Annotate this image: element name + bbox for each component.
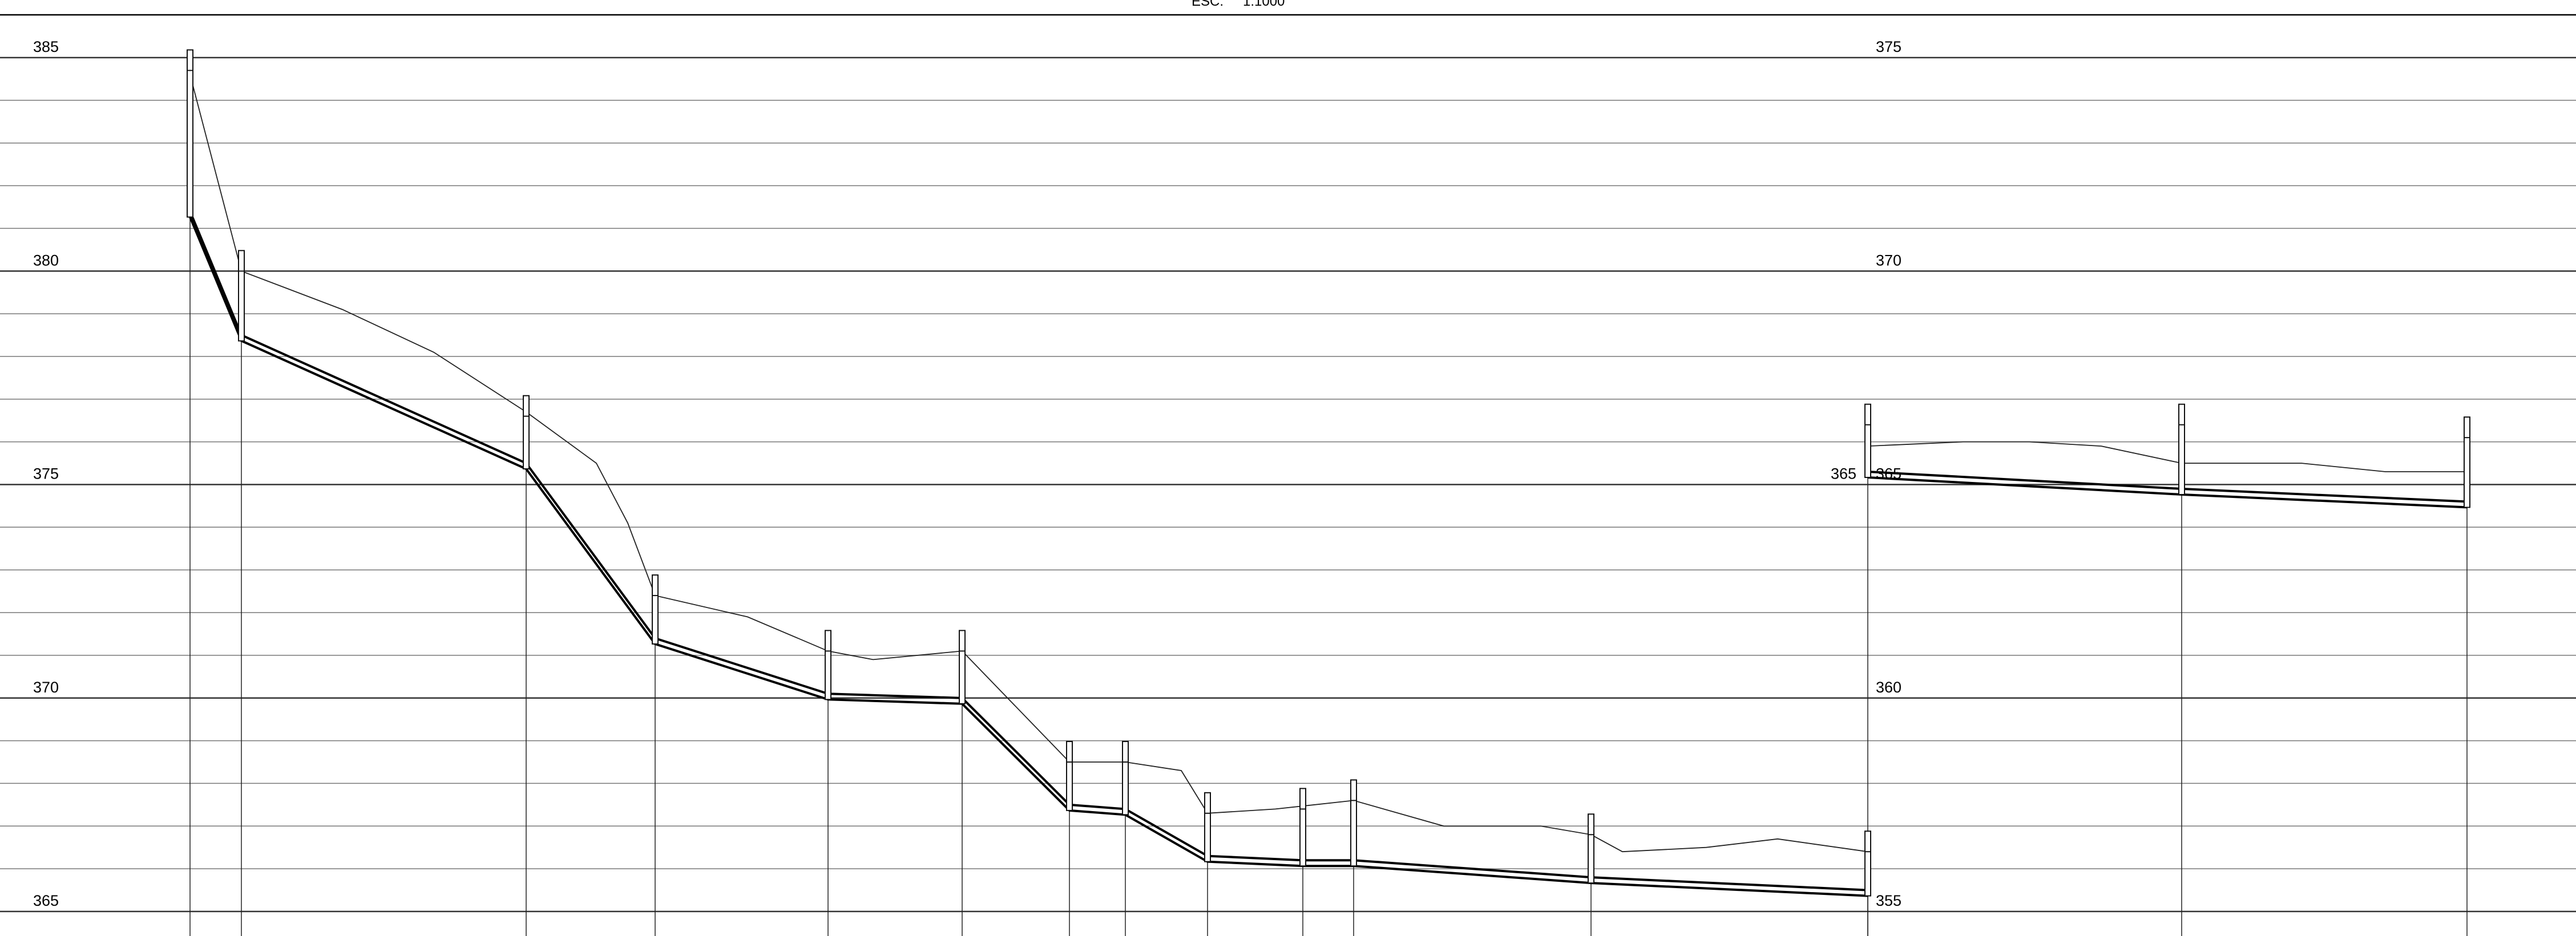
elevation-label-right: 360 bbox=[1876, 679, 1901, 696]
manhole bbox=[187, 49, 193, 218]
scale-label: ESC. bbox=[1192, 0, 1224, 9]
manhole bbox=[2178, 403, 2185, 496]
manhole bbox=[959, 630, 966, 704]
terrain-line-left bbox=[189, 74, 1868, 853]
manhole bbox=[1350, 779, 1357, 867]
pipe-invert-line-left bbox=[189, 216, 1868, 897]
manhole bbox=[1864, 403, 1871, 479]
elevation-label-right: 370 bbox=[1876, 252, 1901, 269]
manhole bbox=[1204, 792, 1211, 862]
pipe-invert-line-right bbox=[1867, 476, 2468, 509]
elevation-label-left: 375 bbox=[33, 465, 59, 483]
manhole bbox=[2464, 416, 2470, 508]
manhole bbox=[1299, 788, 1306, 867]
manhole bbox=[1066, 741, 1073, 811]
elevation-label-left: 380 bbox=[33, 252, 59, 269]
elevation-label-left: 385 bbox=[33, 38, 59, 55]
manhole bbox=[1122, 741, 1129, 816]
elevation-label-right: 355 bbox=[1876, 892, 1901, 909]
elevation-label-right: 365 bbox=[1876, 465, 1901, 483]
manhole bbox=[523, 395, 530, 470]
manholes bbox=[187, 49, 2470, 897]
elevation-label-right: 375 bbox=[1876, 38, 1901, 55]
elevation-label-left: 370 bbox=[33, 679, 59, 696]
manhole bbox=[238, 250, 245, 342]
pipe-start-elevation-label: 365 bbox=[1831, 465, 1856, 483]
pipe-crown-line-right bbox=[1867, 471, 2468, 503]
elevation-label-left: 365 bbox=[33, 892, 59, 909]
scale-value: 1:1000 bbox=[1243, 0, 1285, 9]
manhole bbox=[825, 630, 831, 700]
manhole bbox=[1864, 830, 1871, 897]
elevation-labels: 385 380 375 370 365 375 370 365 360 355 365 bbox=[33, 38, 1901, 909]
station-lines bbox=[189, 211, 2468, 936]
pipe-crown-line-left bbox=[189, 210, 1868, 892]
manhole bbox=[1588, 813, 1594, 884]
drawing-header: ESC. 1:1000 bbox=[1192, 0, 1285, 9]
manhole bbox=[652, 574, 659, 645]
terrain-line-right bbox=[1867, 441, 2467, 472]
elevation-grid bbox=[0, 14, 2576, 913]
terrain-profile bbox=[189, 74, 2467, 853]
